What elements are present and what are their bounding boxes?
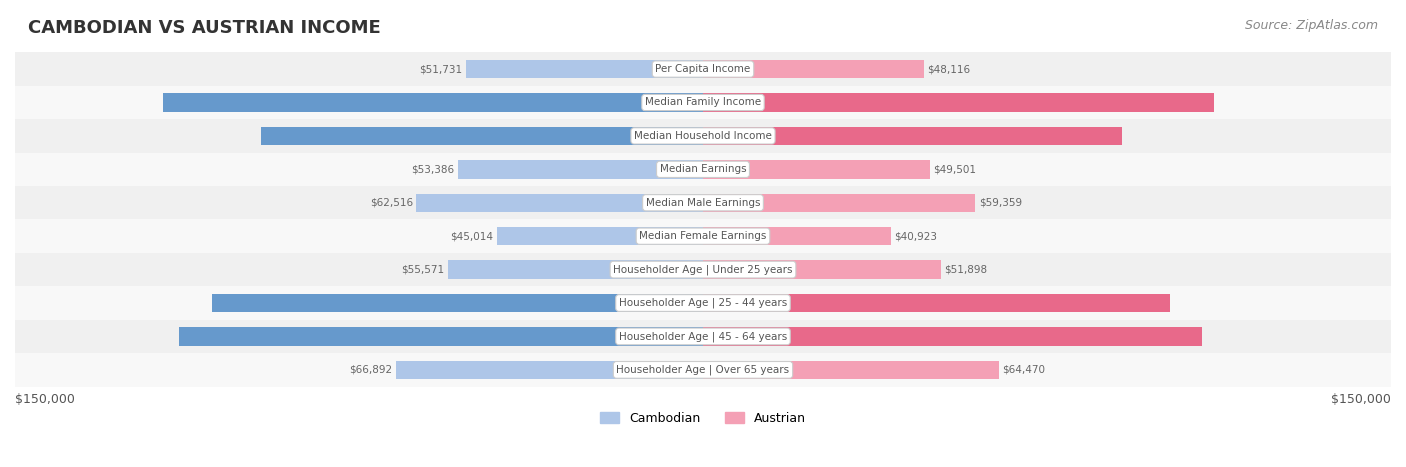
Bar [15,153,1391,186]
Text: Median Male Earnings: Median Male Earnings [645,198,761,208]
Text: $101,842: $101,842 [676,298,727,308]
Bar [703,127,1122,145]
Text: Householder Age | 25 - 44 years: Householder Age | 25 - 44 years [619,298,787,308]
Text: $62,516: $62,516 [370,198,413,208]
Bar [416,193,703,212]
Text: $107,148: $107,148 [679,298,728,308]
Text: Median Family Income: Median Family Income [645,98,761,107]
Bar [15,253,1391,286]
Legend: Cambodian, Austrian: Cambodian, Austrian [595,407,811,430]
Text: Householder Age | Under 25 years: Householder Age | Under 25 years [613,264,793,275]
Text: $55,571: $55,571 [402,265,444,275]
Bar [703,193,976,212]
Text: $150,000: $150,000 [1331,393,1391,406]
Bar [163,93,703,112]
Bar [703,93,1213,112]
Bar [703,327,1202,346]
Text: $59,359: $59,359 [979,198,1022,208]
Text: Per Capita Income: Per Capita Income [655,64,751,74]
Text: $66,892: $66,892 [350,365,392,375]
Bar [703,160,929,178]
Text: $108,692: $108,692 [678,332,728,341]
Bar [465,60,703,78]
Bar [15,320,1391,353]
Text: $117,780: $117,780 [676,98,725,107]
Bar [703,60,924,78]
Text: $114,342: $114,342 [676,332,727,341]
Text: $51,898: $51,898 [945,265,987,275]
Text: $64,470: $64,470 [1002,365,1045,375]
Text: $45,014: $45,014 [450,231,494,241]
Text: $111,306: $111,306 [679,98,728,107]
Text: Householder Age | Over 65 years: Householder Age | Over 65 years [616,365,790,375]
Bar [15,353,1391,387]
Bar [15,52,1391,86]
Bar [15,186,1391,219]
Text: $48,116: $48,116 [927,64,970,74]
Text: $53,386: $53,386 [412,164,454,174]
Text: Median Earnings: Median Earnings [659,164,747,174]
Bar [496,227,703,245]
Text: $40,923: $40,923 [894,231,938,241]
Bar [703,361,998,379]
Bar [703,261,941,279]
Text: Median Female Earnings: Median Female Earnings [640,231,766,241]
Bar [179,327,703,346]
Bar [458,160,703,178]
Bar [703,227,890,245]
Bar [15,219,1391,253]
Text: Source: ZipAtlas.com: Source: ZipAtlas.com [1244,19,1378,32]
Text: $51,731: $51,731 [419,64,463,74]
Bar [703,294,1170,312]
Bar [15,119,1391,153]
Bar [15,286,1391,320]
Bar [449,261,703,279]
Bar [262,127,703,145]
Text: CAMBODIAN VS AUSTRIAN INCOME: CAMBODIAN VS AUSTRIAN INCOME [28,19,381,37]
Text: Householder Age | 45 - 64 years: Householder Age | 45 - 64 years [619,331,787,342]
Text: Median Household Income: Median Household Income [634,131,772,141]
Bar [396,361,703,379]
Bar [211,294,703,312]
Text: $49,501: $49,501 [934,164,977,174]
Bar [15,86,1391,119]
Text: $91,339: $91,339 [681,131,724,141]
Text: $96,324: $96,324 [681,131,724,141]
Text: $150,000: $150,000 [15,393,75,406]
